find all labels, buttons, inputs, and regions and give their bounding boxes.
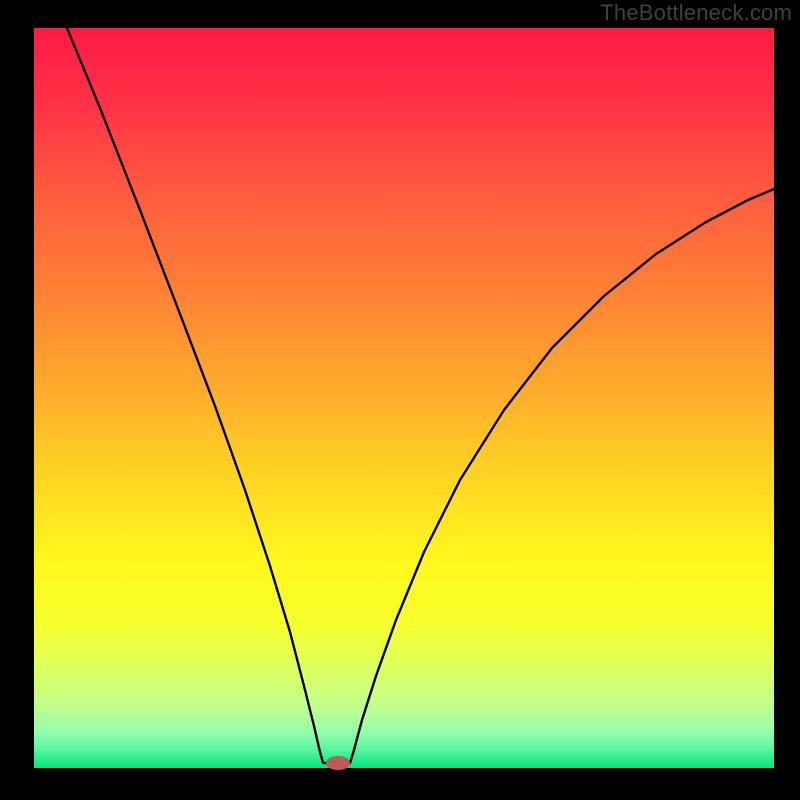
chart-container: { "watermark": "TheBottleneck.com", "cha…	[0, 0, 800, 800]
watermark-text: TheBottleneck.com	[600, 0, 792, 26]
plot-background	[34, 28, 774, 768]
optimal-marker	[326, 756, 350, 770]
bottleneck-chart	[0, 0, 800, 800]
